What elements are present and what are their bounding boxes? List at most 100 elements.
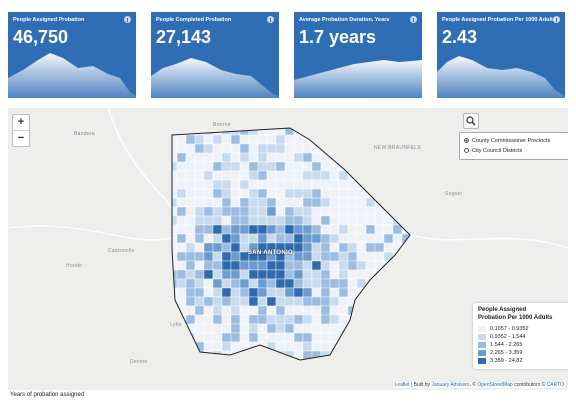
map-region[interactable] xyxy=(356,206,367,217)
map-region[interactable] xyxy=(302,287,313,298)
map-region[interactable] xyxy=(230,260,241,271)
map-region[interactable] xyxy=(284,126,295,136)
map-region[interactable] xyxy=(248,350,259,360)
map-region[interactable] xyxy=(185,341,196,352)
map-region[interactable] xyxy=(320,233,331,244)
map-region[interactable] xyxy=(302,143,313,154)
map-region[interactable] xyxy=(365,359,376,369)
map-region[interactable] xyxy=(275,314,286,325)
map-region[interactable] xyxy=(185,215,196,226)
map-region[interactable] xyxy=(383,197,394,208)
map-region[interactable] xyxy=(203,126,214,136)
map-region[interactable] xyxy=(338,206,349,217)
map-region[interactable] xyxy=(194,251,205,262)
map-region[interactable] xyxy=(401,296,411,307)
map-region[interactable] xyxy=(194,359,205,369)
map-region[interactable] xyxy=(257,206,268,217)
map-region[interactable] xyxy=(411,225,420,234)
map-region[interactable] xyxy=(356,350,367,360)
map-region[interactable] xyxy=(401,161,411,172)
map-region[interactable] xyxy=(392,251,403,262)
map-region[interactable] xyxy=(221,296,232,307)
map-region[interactable] xyxy=(221,224,232,235)
map-region[interactable] xyxy=(347,170,358,181)
map-region[interactable] xyxy=(221,188,232,199)
map-region[interactable] xyxy=(203,323,214,334)
map-region[interactable] xyxy=(212,323,223,334)
map-region[interactable] xyxy=(266,152,277,163)
map-region[interactable] xyxy=(230,359,241,369)
map-region[interactable] xyxy=(365,251,376,262)
map-region[interactable] xyxy=(185,233,196,244)
map-region[interactable] xyxy=(329,242,340,253)
map-region[interactable] xyxy=(374,314,385,325)
map-region[interactable] xyxy=(194,170,205,181)
map-region[interactable] xyxy=(329,314,340,325)
map-region[interactable] xyxy=(392,188,403,199)
map-region[interactable] xyxy=(338,143,349,154)
map-region[interactable] xyxy=(284,179,295,190)
map-region[interactable] xyxy=(356,359,367,369)
map-region[interactable] xyxy=(266,134,277,145)
map-region[interactable] xyxy=(365,242,376,253)
map-region[interactable] xyxy=(320,206,331,217)
map-region[interactable] xyxy=(284,350,295,360)
map-region[interactable] xyxy=(383,305,394,316)
map-region[interactable] xyxy=(392,269,403,280)
map-region[interactable] xyxy=(239,332,250,343)
map-region[interactable] xyxy=(230,179,241,190)
map-region[interactable] xyxy=(293,242,304,253)
map-region[interactable] xyxy=(365,206,376,217)
map-region[interactable] xyxy=(320,305,331,316)
map-region[interactable] xyxy=(401,152,411,163)
map-region[interactable] xyxy=(230,206,241,217)
map-region[interactable] xyxy=(302,314,313,325)
map-region[interactable] xyxy=(293,278,304,289)
map-region[interactable] xyxy=(392,161,403,172)
map-region[interactable] xyxy=(329,188,340,199)
map-region[interactable] xyxy=(356,224,367,235)
map-region[interactable] xyxy=(266,126,277,136)
map-region[interactable] xyxy=(338,287,349,298)
map-region[interactable] xyxy=(401,278,411,289)
map-region[interactable] xyxy=(365,170,376,181)
map-region[interactable] xyxy=(320,260,331,271)
map-region[interactable] xyxy=(239,179,250,190)
map-region[interactable] xyxy=(275,332,286,343)
map-region[interactable] xyxy=(383,350,394,360)
map-region[interactable] xyxy=(302,296,313,307)
map-region[interactable] xyxy=(212,260,223,271)
map-region[interactable] xyxy=(203,152,214,163)
map-region[interactable] xyxy=(374,341,385,352)
map-region[interactable] xyxy=(356,269,367,280)
layer-option[interactable]: City Council Districts xyxy=(464,146,564,156)
map-region[interactable] xyxy=(374,179,385,190)
map-region[interactable] xyxy=(212,314,223,325)
map-region[interactable] xyxy=(212,233,223,244)
map-region[interactable] xyxy=(176,161,187,172)
map-region[interactable] xyxy=(411,216,420,225)
map-region[interactable] xyxy=(374,188,385,199)
map-region[interactable] xyxy=(329,251,340,262)
map-region[interactable] xyxy=(329,260,340,271)
map-region[interactable] xyxy=(311,170,322,181)
map-region[interactable] xyxy=(401,323,411,334)
map-region[interactable] xyxy=(411,360,420,369)
map-region[interactable] xyxy=(338,188,349,199)
map-region[interactable] xyxy=(365,134,376,145)
map-region[interactable] xyxy=(257,134,268,145)
map-region[interactable] xyxy=(401,197,411,208)
map-region[interactable] xyxy=(356,242,367,253)
map-region[interactable] xyxy=(401,215,411,226)
map-region[interactable] xyxy=(221,143,232,154)
map-region[interactable] xyxy=(185,161,196,172)
map-region[interactable] xyxy=(365,188,376,199)
map-region[interactable] xyxy=(221,215,232,226)
map-region[interactable] xyxy=(392,332,403,343)
map-region[interactable] xyxy=(266,206,277,217)
map-region[interactable] xyxy=(383,152,394,163)
map-region[interactable] xyxy=(320,215,331,226)
map-region[interactable] xyxy=(275,305,286,316)
map-region[interactable] xyxy=(230,188,241,199)
map-region[interactable] xyxy=(392,314,403,325)
